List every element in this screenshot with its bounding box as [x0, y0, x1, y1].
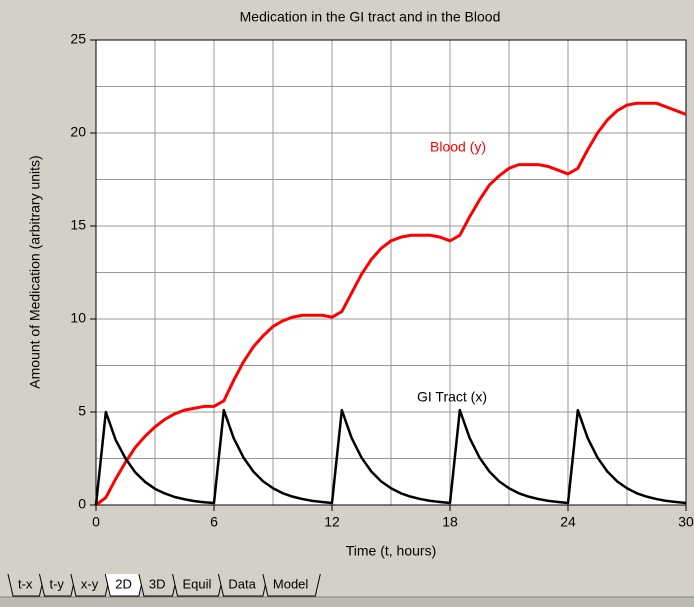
tab[interactable]: 3D [138, 573, 178, 597]
tab[interactable]: t-y [38, 573, 77, 597]
x-axis-label: Time (t, hours) [346, 543, 437, 559]
tab[interactable]: Equil [172, 573, 224, 597]
tab[interactable]: Data [217, 573, 269, 597]
tab-label: x-y [81, 576, 99, 591]
series-label: GI Tract (x) [417, 389, 487, 405]
tab-label: Equil [183, 576, 212, 591]
tab-shape [262, 573, 321, 597]
series-line [94, 408, 687, 506]
y-tick-label: 15 [70, 217, 86, 233]
plot-border [95, 39, 687, 506]
y-tick-label: 25 [70, 31, 86, 47]
chart-title: Medication in the GI tract and in the Bl… [240, 9, 501, 25]
tab[interactable]: x-y [70, 573, 111, 597]
x-tick-label: 24 [560, 514, 576, 530]
series-line [95, 101, 687, 507]
tab[interactable]: 2D [104, 573, 145, 597]
tab[interactable]: t-x [7, 573, 45, 597]
x-tick-label: 30 [678, 514, 694, 530]
tab-label: t-x [18, 576, 33, 591]
series-label: Blood (y) [430, 139, 486, 155]
tab-label: 3D [149, 576, 166, 591]
y-axis-label: Amount of Medication (arbitrary units) [27, 155, 43, 388]
tab-label: Model [273, 576, 309, 591]
y-tick-label: 20 [70, 124, 86, 140]
tab-label: Data [228, 576, 256, 591]
y-tick-label: 10 [70, 310, 86, 326]
x-tick-label: 0 [92, 514, 100, 530]
x-tick-label: 12 [324, 514, 340, 530]
tab[interactable]: Model [262, 573, 321, 597]
tab-strip-bg [0, 597, 694, 607]
x-tick-label: 18 [442, 514, 458, 530]
tab-label: t-y [49, 576, 64, 591]
y-tick-label: 5 [78, 403, 86, 419]
x-tick-label: 6 [210, 514, 218, 530]
y-tick-label: 0 [78, 496, 86, 512]
tab-label: 2D [115, 576, 132, 591]
